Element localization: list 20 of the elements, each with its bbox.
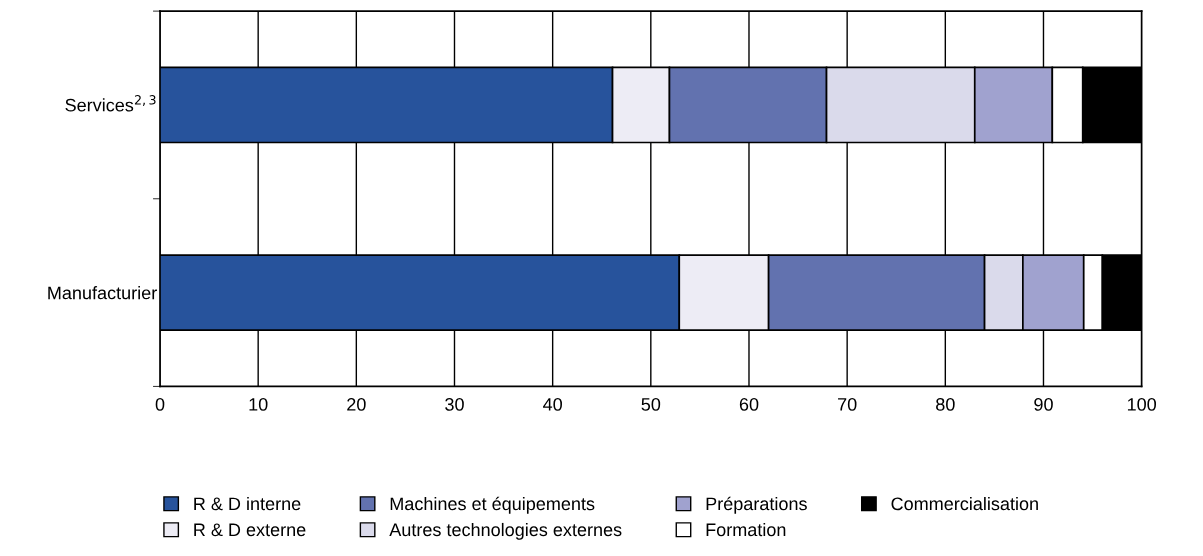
x-tick-label: 80 <box>936 398 955 411</box>
x-tick-label: 30 <box>445 398 464 411</box>
legend-label: Formation <box>706 522 786 537</box>
legend-label: Machines et équipements <box>390 496 595 514</box>
legend-label: R & D externe <box>194 523 306 537</box>
x-tick-label: 50 <box>641 398 661 411</box>
x-tick-label: 90 <box>1034 398 1053 411</box>
legend-label: Préparations <box>706 496 807 514</box>
legend-label: Autres technologies externes <box>389 522 622 540</box>
legend-label: Commercialisation <box>891 496 1038 511</box>
y-tick-label: Manufacturier <box>48 286 157 300</box>
x-tick-label: 0 <box>155 398 165 411</box>
x-tick-label: 20 <box>347 398 366 411</box>
legend-label: R & D interne <box>194 496 301 511</box>
x-tick-label: 60 <box>739 398 759 411</box>
x-tick-label: 10 <box>249 398 268 411</box>
y-tick-label: Services$^{2,3}$ <box>65 95 156 112</box>
x-tick-label: 40 <box>543 398 562 411</box>
x-tick-label: 100 <box>1127 398 1156 411</box>
x-tick-label: 70 <box>838 398 857 411</box>
